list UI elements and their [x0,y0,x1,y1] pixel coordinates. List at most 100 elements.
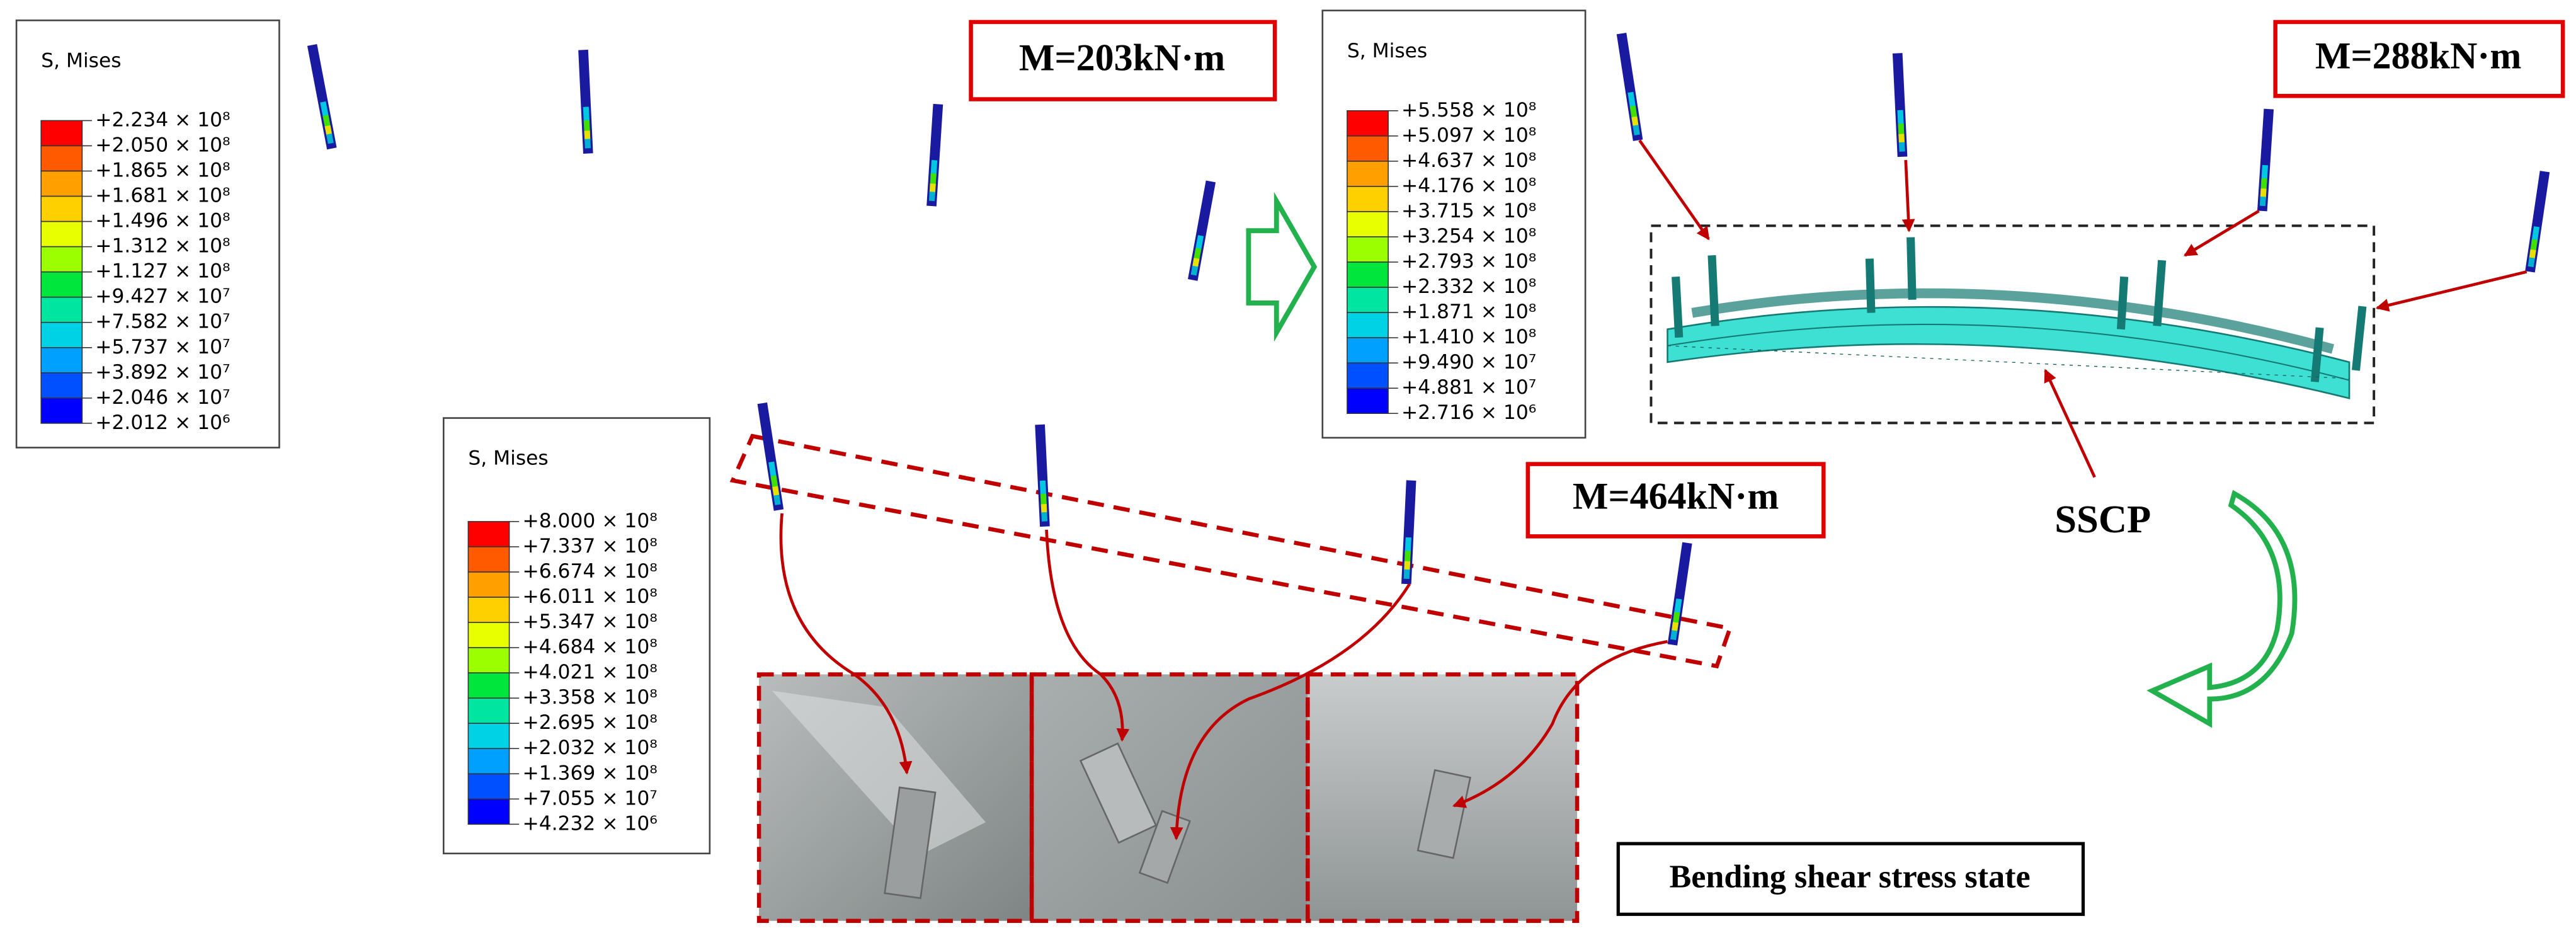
legend-label: +6.674 × 10⁸ [522,560,657,583]
legend-swatch [40,145,83,172]
legend-swatch [1347,362,1389,389]
stud [926,103,943,207]
legend-swatch [40,120,83,147]
moment-label: M=203kN·m [1019,37,1225,78]
legend-swatch [40,296,83,323]
legend-swatch [40,170,83,197]
legend-label: +8.000 × 10⁸ [522,510,657,532]
stud-stress [773,495,781,505]
legend-label: +2.032 × 10⁸ [522,736,657,759]
stud [1892,53,1908,157]
flow-arrow [1246,192,1318,342]
legend-swatch [1347,261,1389,288]
stud-stress [1190,265,1199,276]
stud [2257,108,2274,212]
stud-stress [1403,569,1410,580]
legend-label: +7.582 × 10⁷ [95,311,230,333]
legend-swatch [467,647,510,673]
stud-stress [1898,142,1905,152]
pointer-arrows [779,139,2528,840]
legend-label: +2.793 × 10⁸ [1401,250,1536,273]
legend-swatch [467,723,510,750]
stud-stress [1633,125,1640,135]
legend-swatch [40,372,83,399]
legend-swatch [467,773,510,800]
legend-swatch [467,697,510,724]
legend-swatch [1347,211,1389,238]
legend-swatch [467,521,510,547]
legend-swatch [467,597,510,623]
legend-label: +1.312 × 10⁸ [95,235,230,258]
state-label: Bending shear stress state [1669,859,2030,895]
moment-box [969,20,1277,101]
state-box [1616,842,2085,916]
legend-label: +1.496 × 10⁸ [95,210,230,232]
legend-swatch [40,271,83,298]
legend-swatch [1347,161,1389,187]
legend-label: +1.681 × 10⁸ [95,185,230,207]
legend-label: +1.410 × 10⁸ [1401,326,1536,348]
legend-label: +3.892 × 10⁷ [95,361,230,384]
stud [1401,480,1416,585]
stud [757,402,784,511]
legend-label: +2.716 × 10⁶ [1401,401,1536,424]
legend-label: +1.871 × 10⁸ [1401,301,1536,323]
moment-box [1525,462,1826,539]
legend-swatch [467,798,510,825]
legend-swatch [1347,135,1389,162]
legend-label: +4.176 × 10⁸ [1401,175,1536,197]
stud-stress [326,133,334,144]
stud-stress [2259,196,2266,207]
stud [307,43,337,150]
legend-label: +5.558 × 10⁸ [1401,99,1536,122]
legend-swatch [40,398,83,424]
legend-swatch [40,220,83,248]
beam-label: SSCP [2055,497,2151,541]
legend-label: +1.865 × 10⁸ [95,159,230,182]
legend-swatch [467,546,510,573]
legend-swatch [40,195,83,222]
legend-swatch [40,246,83,273]
legend-label: +2.332 × 10⁸ [1401,275,1536,298]
legend-label: +4.684 × 10⁸ [522,636,657,658]
stud-stress [1041,512,1048,522]
stud [1667,542,1692,646]
legend-label: +2.012 × 10⁶ [95,411,230,434]
legend-label: +9.427 × 10⁷ [95,285,230,308]
legend-label: +1.369 × 10⁸ [522,762,657,784]
studs [307,32,2550,646]
legend-label: +3.358 × 10⁸ [522,686,657,709]
legend-title: S, Mises [1347,40,1427,62]
legend-label: +5.347 × 10⁸ [522,610,657,633]
legend-label: +4.232 × 10⁶ [522,812,657,835]
legend-swatch [40,321,83,348]
legend-label: +5.097 × 10⁸ [1401,124,1536,147]
moment-label: M=288kN·m [2315,35,2521,77]
legend-swatch [40,346,83,374]
legend-label: +2.046 × 10⁷ [95,386,230,409]
legends: S, Mises +2.234 × 10⁸ +2.050 × 10⁸ +1.865 ×… [40,40,1536,835]
legend-swatch [467,748,510,775]
legend-swatch [1347,312,1389,338]
photos [756,672,1580,923]
legend-swatch [467,672,510,699]
legend-title: S, Mises [41,50,121,72]
legend-label: +3.254 × 10⁸ [1401,225,1536,248]
legend-label: +5.737 × 10⁷ [95,336,230,358]
flow-arrow [2146,489,2298,728]
legend-label: +2.050 × 10⁸ [95,134,230,156]
legend-swatch [467,622,510,648]
legend-label: +3.715 × 10⁸ [1401,200,1536,222]
legend-label: +4.637 × 10⁸ [1401,149,1536,172]
legend-swatch [467,571,510,598]
legend-label: +6.011 × 10⁸ [522,585,657,608]
stud [1035,424,1050,527]
legend-label: +9.490 × 10⁷ [1401,351,1536,374]
legend-label: +4.021 × 10⁸ [522,661,657,684]
legend-swatch [1347,387,1389,415]
beam-model [1667,237,2367,399]
moment-box [2273,20,2565,98]
legend-label: +2.234 × 10⁸ [95,108,230,131]
